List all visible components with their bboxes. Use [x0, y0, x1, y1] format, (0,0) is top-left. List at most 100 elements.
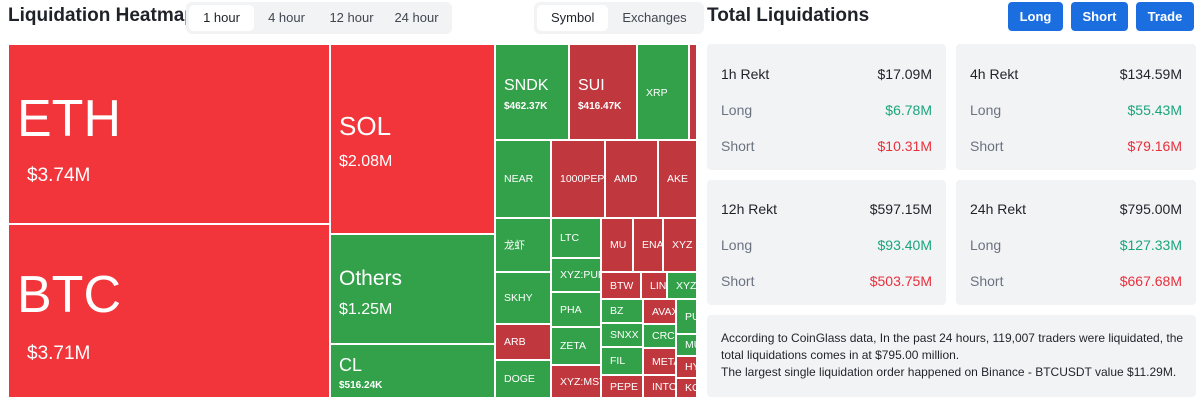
heatmap-tile-right-edge	[689, 44, 697, 140]
tile-symbol: ARB	[504, 336, 526, 348]
heatmap-tile-mu[interactable]: MU	[601, 218, 633, 272]
heatmap-tile-zeta[interactable]: ZETA	[551, 327, 601, 365]
heatmap-tile-amd[interactable]: AMD	[605, 140, 658, 218]
heatmap-tile-xrp[interactable]: XRP	[637, 44, 689, 140]
heatmap-tile-1000pepe[interactable]: 1000PEPE	[551, 140, 605, 218]
short-value: $10.31M	[877, 138, 932, 154]
heatmap-tile-sol[interactable]: SOL $2.08M	[330, 44, 495, 234]
heatmap-tile-pha[interactable]: PHA	[551, 292, 601, 327]
heatmap-tile-xyz-2[interactable]: XYZ	[667, 272, 697, 299]
tile-symbol: PHA	[560, 303, 582, 316]
heatmap-title: Liquidation Heatmap	[8, 5, 196, 26]
heatmap-tile-ake[interactable]: AKE	[658, 140, 697, 218]
card-total: $795.00M	[1119, 201, 1182, 217]
heatmap-tile-sndk[interactable]: SNDK $462.37K	[495, 44, 569, 140]
heatmap-tile-avax[interactable]: AVAX	[643, 299, 676, 324]
tile-symbol: FIL	[610, 355, 626, 367]
rekt-card-1h: 1h Rekt $17.09M Long $6.78M Short $10.31M	[707, 44, 946, 170]
heatmap-tile-pepe[interactable]: PEPE	[601, 375, 643, 398]
heatmap-tile-fil[interactable]: FIL	[601, 347, 643, 375]
timeframe-selector: 1 hour 4 hour 12 hour 24 hour	[186, 2, 452, 34]
tile-symbol: PU	[685, 310, 696, 323]
tile-symbol: BTW	[610, 279, 634, 292]
heatmap-tile-xyz-mst[interactable]: XYZ:MST	[551, 365, 601, 398]
tile-symbol: ENA	[642, 239, 663, 251]
tile-symbol: 龙虾	[504, 239, 525, 252]
heatmap-tile-ko[interactable]: KO	[676, 378, 697, 398]
short-value: $667.68M	[1119, 273, 1182, 289]
tile-symbol: ETH	[17, 90, 121, 148]
heatmap-tile-pu[interactable]: PU	[676, 299, 697, 334]
heatmap-tile-xyz-pur[interactable]: XYZ:PUR	[551, 258, 601, 292]
short-label: Short	[721, 273, 755, 289]
tile-symbol: SNXX	[610, 329, 639, 341]
tile-symbol: HY	[685, 361, 696, 373]
heatmap-tile-hy[interactable]: HY	[676, 356, 697, 378]
heatmap-tile-ltc[interactable]: LTC	[551, 218, 601, 258]
long-button[interactable]: Long	[1008, 2, 1063, 31]
long-label: Long	[970, 102, 1002, 118]
heatmap-tile-ena[interactable]: ENA	[633, 218, 663, 272]
tab-exchanges[interactable]: Exchanges	[622, 10, 687, 25]
card-total: $17.09M	[877, 66, 932, 82]
heatmap-tile-btc[interactable]: BTC $3.71M	[8, 224, 330, 398]
tab-1-hour[interactable]: 1 hour	[189, 5, 254, 31]
heatmap-tile-doge[interactable]: DOGE	[495, 360, 551, 398]
heatmap-tile-bz[interactable]: BZ	[601, 299, 643, 323]
rekt-card-4h: 4h Rekt $134.59M Long $55.43M Short $79.16M	[956, 44, 1196, 170]
trade-button[interactable]: Trade	[1136, 2, 1194, 31]
tile-symbol: MU	[685, 339, 696, 351]
tile-symbol: Others	[339, 267, 403, 290]
card-title: 24h Rekt	[970, 201, 1027, 217]
heatmap-tile-xyz[interactable]: XYZ	[663, 218, 697, 272]
tile-symbol: SKHY	[504, 292, 533, 304]
tile-symbol: AMD	[614, 173, 638, 185]
heatmap-tile-sui[interactable]: SUI $416.47K	[569, 44, 637, 140]
heatmap-tile-meta[interactable]: META	[643, 348, 676, 375]
heatmap-tile-eth[interactable]: ETH $3.74M	[8, 44, 330, 224]
heatmap-tile-near[interactable]: NEAR	[495, 140, 551, 218]
tile-symbol: SOL	[339, 111, 392, 141]
total-liquidations-title: Total Liquidations	[707, 5, 870, 26]
summary-line: total liquidations comes in at $795.00 m…	[721, 348, 960, 362]
tile-symbol: CL	[339, 355, 363, 375]
long-label: Long	[721, 237, 753, 253]
liquidation-summary-text: According to CoinGlass data, In the past…	[707, 315, 1196, 397]
short-label: Short	[970, 138, 1004, 154]
tab-symbol[interactable]: Symbol	[537, 5, 609, 31]
heatmap-tile-arb[interactable]: ARB	[495, 324, 551, 360]
heatmap-tile-skhy[interactable]: SKHY	[495, 272, 551, 324]
heatmap-tile-lin[interactable]: LIN	[641, 272, 667, 299]
summary-line: The largest single liquidation order hap…	[721, 365, 1177, 379]
heatmap-tile-others[interactable]: Others $1.25M	[330, 234, 495, 344]
tile-symbol: META	[652, 355, 675, 368]
tile-value: $516.24K	[339, 380, 383, 391]
long-value: $55.43M	[1127, 102, 1182, 118]
tile-symbol: LIN	[650, 279, 667, 292]
liquidation-heatmap: ETH $3.74M BTC $3.71M SOL $2.08M Others …	[8, 44, 697, 398]
heatmap-tile-snxx[interactable]: SNXX	[601, 323, 643, 347]
tile-value: $2.08M	[339, 153, 393, 170]
heatmap-tile-cl[interactable]: CL $516.24K	[330, 344, 495, 398]
short-label: Short	[970, 273, 1004, 289]
heatmap-tile-mu-2[interactable]: MU	[676, 334, 697, 356]
tab-24-hour[interactable]: 24 hour	[394, 10, 439, 25]
tile-value: $3.74M	[27, 165, 91, 186]
short-button[interactable]: Short	[1071, 2, 1128, 31]
heatmap-tile-btw[interactable]: BTW	[601, 272, 641, 299]
tile-symbol: ZETA	[560, 340, 587, 352]
tab-12-hour[interactable]: 12 hour	[329, 10, 374, 25]
heatmap-tile-longxia[interactable]: 龙虾	[495, 218, 551, 272]
card-total: $597.15M	[869, 201, 932, 217]
tile-symbol: XYZ:PUR	[560, 269, 601, 281]
summary-line: According to CoinGlass data, In the past…	[721, 331, 1184, 345]
heatmap-tile-crcl[interactable]: CRCL	[643, 324, 676, 348]
tab-4-hour[interactable]: 4 hour	[268, 10, 305, 25]
card-title: 4h Rekt	[970, 66, 1019, 82]
card-title: 1h Rekt	[721, 66, 770, 82]
heatmap-tile-intc[interactable]: INTC	[643, 375, 676, 398]
rekt-card-12h: 12h Rekt $597.15M Long $93.40M Short $503.7…	[707, 180, 946, 305]
tile-symbol: XYZ	[676, 279, 697, 292]
long-label: Long	[721, 102, 753, 118]
tile-value: $416.47K	[578, 101, 622, 112]
